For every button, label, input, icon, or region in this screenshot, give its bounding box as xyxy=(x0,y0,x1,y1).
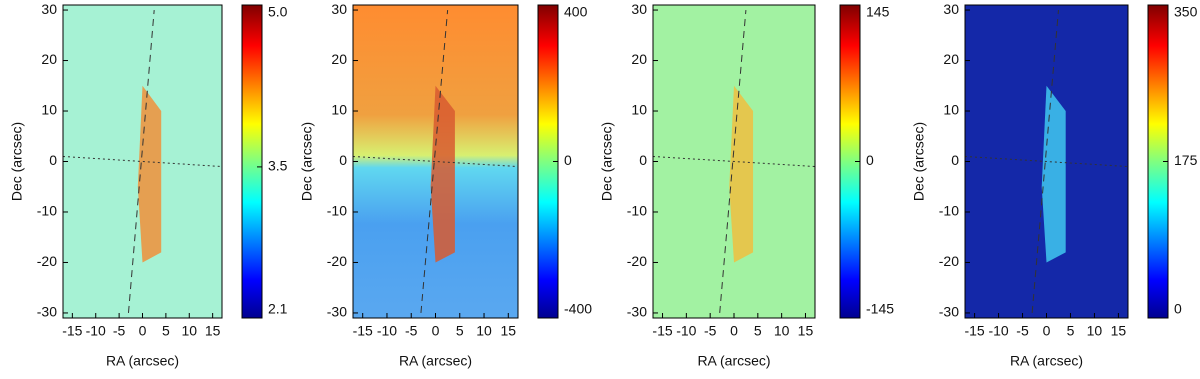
x-tick-label: 0 xyxy=(139,323,147,339)
map-feature xyxy=(137,85,162,263)
x-tick-label: -15 xyxy=(964,323,984,339)
minor-axis-line xyxy=(964,155,1129,168)
y-tick-label: -10 xyxy=(327,203,347,219)
y-tick-label: -20 xyxy=(627,253,647,269)
y-tick-label: 20 xyxy=(331,51,347,67)
y-tick-label: -10 xyxy=(939,203,959,219)
x-tick-label: -15 xyxy=(62,323,82,339)
x-tick-label: -15 xyxy=(353,323,373,339)
minor-axis-line xyxy=(652,155,816,168)
y-tick-label: -10 xyxy=(37,203,57,219)
y-tick-label: -20 xyxy=(37,253,57,269)
colorbar-tick-label: 0 xyxy=(564,152,572,168)
x-tick-label: 5 xyxy=(162,323,170,339)
x-tick-label: -15 xyxy=(652,323,672,339)
y-tick-label: 30 xyxy=(631,1,647,17)
y-tick-label: -30 xyxy=(627,304,647,320)
colorbar-tick-label: -400 xyxy=(564,301,592,317)
map-feature xyxy=(1041,85,1066,263)
x-tick-label: 0 xyxy=(730,323,738,339)
y-tick-label: 10 xyxy=(41,102,57,118)
y-axis-label: Dec (arcsec) xyxy=(599,122,615,201)
x-tick-label: -5 xyxy=(113,323,126,339)
x-tick-label: 5 xyxy=(456,323,464,339)
x-tick-label: 10 xyxy=(476,323,492,339)
x-tick-label: -10 xyxy=(86,323,106,339)
colorbar-tick-label: 2.1 xyxy=(268,301,288,317)
colorbar xyxy=(241,4,263,319)
y-tick-label: 20 xyxy=(943,51,959,67)
map-feature xyxy=(729,85,754,263)
x-axis-label: RA (arcsec) xyxy=(399,353,472,369)
y-tick-label: 20 xyxy=(631,51,647,67)
colorbar-tick-label: 145 xyxy=(866,4,890,20)
y-tick-label: -20 xyxy=(327,253,347,269)
x-tick-label: -10 xyxy=(377,323,397,339)
x-tick-label: -5 xyxy=(1016,323,1029,339)
y-tick-label: -30 xyxy=(327,304,347,320)
y-tick-label: 0 xyxy=(339,152,347,168)
colorbar-tick-label: 0 xyxy=(1174,301,1182,317)
x-tick-label: 5 xyxy=(1067,323,1075,339)
x-tick-label: 10 xyxy=(181,323,197,339)
y-tick-label: -10 xyxy=(627,203,647,219)
x-tick-label: -10 xyxy=(988,323,1008,339)
x-tick-label: -5 xyxy=(704,323,717,339)
x-tick-label: -5 xyxy=(405,323,418,339)
y-tick-label: -20 xyxy=(939,253,959,269)
x-tick-label: -10 xyxy=(676,323,696,339)
x-tick-label: 0 xyxy=(1043,323,1051,339)
y-tick-label: 0 xyxy=(49,152,57,168)
colorbar-tick-label: 350 xyxy=(1174,4,1198,20)
x-tick-label: 15 xyxy=(501,323,517,339)
major-axis-line xyxy=(127,10,155,313)
y-axis-label: Dec (arcsec) xyxy=(299,122,315,201)
x-tick-label: 10 xyxy=(1087,323,1103,339)
x-tick-label: 5 xyxy=(754,323,762,339)
y-tick-label: 30 xyxy=(331,1,347,17)
colorbar-tick-label: 400 xyxy=(564,4,588,20)
y-tick-label: -30 xyxy=(37,304,57,320)
x-axis-label: RA (arcsec) xyxy=(1010,353,1083,369)
x-axis-label: RA (arcsec) xyxy=(106,353,179,369)
x-tick-label: 15 xyxy=(205,323,221,339)
major-axis-line xyxy=(420,10,449,313)
x-axis-label: RA (arcsec) xyxy=(697,353,770,369)
minor-axis-line xyxy=(62,155,223,168)
y-tick-label: 10 xyxy=(631,102,647,118)
colorbar-tick-label: 3.5 xyxy=(268,158,288,174)
major-axis-line xyxy=(719,10,747,313)
y-tick-label: 30 xyxy=(943,1,959,17)
y-tick-label: 0 xyxy=(639,152,647,168)
map-feature xyxy=(430,85,455,263)
colorbar-tick-label: 0 xyxy=(866,152,874,168)
y-tick-label: 10 xyxy=(331,102,347,118)
colorbar-tick-label: 175 xyxy=(1174,152,1198,168)
colorbar-tick-label: -145 xyxy=(866,301,894,317)
y-tick-label: -30 xyxy=(939,304,959,320)
x-tick-label: 0 xyxy=(432,323,440,339)
y-tick-label: 20 xyxy=(41,51,57,67)
y-tick-label: 30 xyxy=(41,1,57,17)
major-axis-line xyxy=(1031,10,1059,313)
y-tick-label: 10 xyxy=(943,102,959,118)
y-tick-label: 0 xyxy=(951,152,959,168)
x-tick-label: 15 xyxy=(798,323,814,339)
y-axis-label: Dec (arcsec) xyxy=(9,122,25,201)
x-tick-label: 15 xyxy=(1111,323,1127,339)
colorbar-tick-label: 5.0 xyxy=(268,4,288,20)
y-axis-label: Dec (arcsec) xyxy=(911,122,927,201)
x-tick-label: 10 xyxy=(774,323,790,339)
